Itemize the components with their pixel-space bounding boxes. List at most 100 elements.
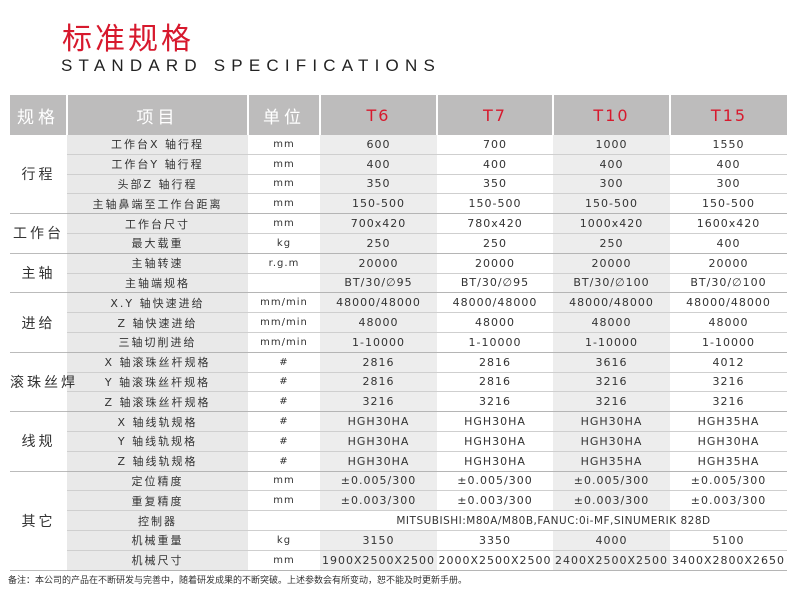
item-label: 工作台尺寸 [67, 213, 248, 234]
spec-value-t6: HGH30HA [320, 411, 437, 432]
table-row: 其它 定位精度 mm ±0.005/300 ±0.005/300 ±0.005/300 ±0… [10, 471, 787, 571]
unit-value: mm [248, 135, 320, 155]
spec-value-t6: 600 [320, 135, 437, 155]
header-model-t10: T10 [552, 95, 670, 135]
controller-value: MITSUBISHI:M80A/M80B,FANUC:0i-MF,SINUMER… [320, 510, 787, 531]
spec-value-t7: 2816 [437, 372, 553, 393]
item-label: Y 轴线轨规格 [67, 431, 248, 452]
spec-value-t10: HGH35HA [553, 451, 670, 472]
spec-value-t7: 780x420 [437, 213, 553, 234]
item-label: 最大载重 [67, 233, 248, 254]
spec-value-t6: 48000 [320, 312, 437, 333]
unit-value: mm [248, 550, 320, 571]
spec-value-t7: 48000/48000 [437, 292, 553, 314]
group-label: 行程 [10, 135, 67, 215]
spec-value-t10: 300 [553, 174, 670, 195]
unit-value [248, 273, 320, 294]
unit-value: mm/min [248, 332, 320, 353]
table-row: Z 轴滚珠丝杆规格 #3216 3216 3216 3216 [10, 391, 787, 413]
spec-value-t10: 400 [553, 154, 670, 175]
spec-value-t6: 150-500 [320, 193, 437, 215]
item-label: 三轴切削进给 [67, 332, 248, 353]
spec-value-t6: 2816 [320, 372, 437, 393]
spec-value-t7: 400 [437, 154, 553, 175]
spec-value-t15: 150-500 [670, 193, 787, 215]
table-row: Y 轴滚珠丝杆规格 #2816 2816 3216 3216 [10, 372, 787, 393]
spec-value-t10: ±0.003/300 [553, 490, 670, 512]
spec-value-t10: 1000x420 [553, 213, 670, 234]
unit-value: mm [248, 193, 320, 215]
page-title-chinese: 标准规格 [62, 22, 194, 57]
unit-value: mm [248, 490, 320, 512]
spec-value-t15: HGH35HA [670, 451, 787, 472]
unit-value: # [248, 391, 320, 413]
spec-value-t15: BT/30/∅100 [670, 273, 787, 294]
spec-value-t10: HGH30HA [553, 431, 670, 452]
header-model-t15: T15 [669, 95, 787, 135]
spec-value-t10: BT/30/∅100 [553, 273, 670, 294]
group-label: 进给 [10, 292, 67, 353]
spec-value-t7: 48000 [437, 312, 553, 333]
item-label: 机械尺寸 [67, 550, 248, 571]
item-label: 主轴端规格 [67, 273, 248, 294]
item-label: 头部Z 轴行程 [67, 174, 248, 195]
spec-value-t6: ±0.005/300 [320, 471, 437, 492]
table-row: 主轴端规格 BT/30/∅95 BT/30/∅95 BT/30/∅100 BT/30/∅… [10, 273, 787, 294]
spec-value-t10: 150-500 [553, 193, 670, 215]
spec-value-t15: 48000/48000 [670, 292, 787, 314]
item-label: 重复精度 [67, 490, 248, 512]
spec-value-t6: 20000 [320, 253, 437, 274]
spec-value-t7: HGH30HA [437, 411, 553, 432]
spec-value-t15: 48000 [670, 312, 787, 333]
spec-value-t6: 3216 [320, 391, 437, 413]
unit-value: # [248, 431, 320, 452]
spec-value-t7: 20000 [437, 253, 553, 274]
specifications-table: 规格 项目 单位 T6 T7 T10 T15 行程 工作台X 轴行程 mm 600 70… [10, 95, 787, 571]
unit-value: mm/min [248, 292, 320, 314]
table-row: Y 轴线轨规格 # HGH30HA HGH30HA HGH30HA HGH30HA [10, 431, 787, 452]
spec-value-t15: ±0.005/300 [670, 471, 787, 492]
item-label: 控制器 [67, 510, 248, 531]
spec-value-t7: 1-10000 [437, 332, 553, 353]
table-row: 控制器 MITSUBISHI:M80A/M80B,FANUC:0i-MF,SINU… [10, 510, 787, 531]
table-body: 行程 工作台X 轴行程 mm 600 700 1000 1550 工作台Y 轴行程 mm 400 4… [10, 135, 787, 571]
spec-value-t10: ±0.005/300 [553, 471, 670, 492]
unit-value: mm [248, 174, 320, 195]
spec-value-t6: 1-10000 [320, 332, 437, 353]
header-group: 规格 [10, 95, 67, 135]
spec-value-t6: 250 [320, 233, 437, 254]
unit-value: kg [248, 530, 320, 551]
unit-value: # [248, 451, 320, 472]
item-label: 机械重量 [67, 530, 248, 551]
group-label: 滚珠丝焊 [10, 352, 75, 413]
spec-value-t6: HGH30HA [320, 431, 437, 452]
spec-value-t7: 150-500 [437, 193, 553, 215]
table-row: 最大载重 kg 250 250 250 400 [10, 233, 787, 254]
spec-value-t15: HGH35HA [670, 411, 787, 432]
table-row: 工作台Y 轴行程 mm 400 400 400 400 [10, 154, 787, 175]
unit-value: mm [248, 471, 320, 492]
spec-value-t7: 3350 [437, 530, 553, 551]
item-label: 工作台X 轴行程 [67, 135, 248, 155]
spec-value-t10: 4000 [553, 530, 670, 551]
item-label: Z 轴快速进给 [67, 312, 248, 333]
unit-value: r.g.m [248, 253, 320, 274]
spec-value-t7: 700 [437, 135, 553, 155]
table-row: 主轴 主轴转速 r.g.m 20000 20000 20000 20000 [10, 253, 787, 294]
spec-value-t6: 2816 [320, 352, 437, 373]
item-label: Y 轴滚珠丝杆规格 [67, 372, 248, 393]
spec-value-t6: 700x420 [320, 213, 437, 234]
spec-value-t15: HGH30HA [670, 431, 787, 452]
spec-value-t6: 48000/48000 [320, 292, 437, 314]
table-row: 线规 X 轴线轨规格 # HGH30HA HGH30HA HGH30HA HGH35HA [10, 411, 787, 472]
item-label: Z 轴滚珠丝杆规格 [67, 391, 248, 413]
item-label: X.Y 轴快速进给 [67, 292, 248, 314]
page-title-english: STANDARD SPECIFICATIONS [61, 56, 441, 75]
unit-value [248, 510, 320, 531]
spec-value-t15: 1600x420 [670, 213, 787, 234]
table-row: 工作台 工作台尺寸 mm 700x420 780x420 1000x420 1600x420 [10, 213, 787, 254]
spec-value-t15: 3216 [670, 372, 787, 393]
spec-value-t10: 48000/48000 [553, 292, 670, 314]
spec-value-t10: HGH30HA [553, 411, 670, 432]
group-label: 主轴 [10, 253, 67, 294]
